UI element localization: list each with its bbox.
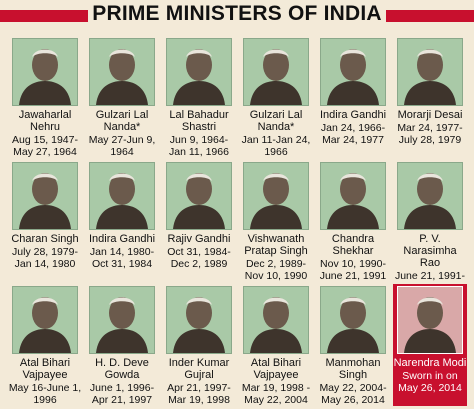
pm-grid: Jawaharlal Nehru Aug 15, 1947- May 27, 19… — [8, 36, 468, 406]
pm-name: Atal Bihari Vajpayee — [250, 357, 302, 381]
pm-name: P. V. Narasimha Rao — [403, 233, 457, 269]
pm-card: Atal Bihari Vajpayee May 16-June 1, 1996 — [8, 284, 82, 406]
person-silhouette-icon — [19, 49, 71, 105]
pm-name: Gulzari Lal Nanda* — [249, 109, 303, 133]
person-silhouette-icon — [173, 49, 225, 105]
pm-name: Atal Bihari Vajpayee — [19, 357, 71, 381]
person-silhouette-icon — [327, 49, 379, 105]
person-silhouette-icon — [173, 173, 225, 229]
pm-term-dates: May 16-June 1, 1996 — [8, 382, 82, 406]
person-silhouette-icon — [96, 173, 148, 229]
pm-name: Jawaharlal Nehru — [18, 109, 72, 133]
pm-card: Charan Singh July 28, 1979- Jan 14, 1980 — [8, 160, 82, 282]
person-silhouette-icon — [250, 173, 302, 229]
pm-name: Charan Singh — [11, 233, 79, 245]
pm-term-dates: July 28, 1979- Jan 14, 1980 — [12, 246, 78, 270]
portrait-image — [243, 38, 309, 106]
person-silhouette-icon — [327, 297, 379, 353]
portrait-image — [397, 38, 463, 106]
pm-term-dates: Mar 19, 1998 - May 22, 2004 — [241, 382, 311, 406]
header: PRIME MINISTERS OF INDIA — [0, 0, 474, 32]
pm-term-dates: Jan 24, 1966- Mar 24, 1977 — [320, 122, 386, 146]
pm-term-dates: Sworn in on May 26, 2014 — [398, 370, 462, 394]
portrait-image — [243, 162, 309, 230]
person-silhouette-icon — [173, 297, 225, 353]
portrait-image — [320, 162, 386, 230]
pm-card: Manmohan Singh May 22, 2004- May 26, 2014 — [316, 284, 390, 406]
portrait-image — [12, 286, 78, 354]
pm-term-dates: Mar 24, 1977- July 28, 1979 — [397, 122, 463, 146]
pm-term-dates: Nov 10, 1990- June 21, 1991 — [319, 258, 387, 282]
portrait-image — [89, 162, 155, 230]
portrait-image — [166, 286, 232, 354]
portrait-image — [166, 162, 232, 230]
pm-name: Gulzari Lal Nanda* — [95, 109, 149, 133]
pm-name: Indira Gandhi — [88, 233, 156, 245]
pm-name: Inder Kumar Gujral — [168, 357, 230, 381]
person-silhouette-icon — [404, 297, 456, 353]
pm-name: H. D. Deve Gowda — [95, 357, 149, 381]
pm-card: H. D. Deve Gowda June 1, 1996- Apr 21, 19… — [85, 284, 159, 406]
pm-term-dates: Jun 9, 1964- Jan 11, 1966 — [169, 134, 229, 158]
pm-card: Indira Gandhi Jan 14, 1980- Oct 31, 1984 — [85, 160, 159, 282]
pm-card: Jawaharlal Nehru Aug 15, 1947- May 27, 19… — [8, 36, 82, 158]
person-silhouette-icon — [404, 49, 456, 105]
portrait-image — [397, 286, 463, 354]
portrait-image — [243, 286, 309, 354]
pm-name: Chandra Shekhar — [331, 233, 375, 257]
pm-term-dates: Jan 14, 1980- Oct 31, 1984 — [89, 246, 155, 270]
portrait-image — [320, 286, 386, 354]
portrait-image — [12, 38, 78, 106]
person-silhouette-icon — [250, 297, 302, 353]
person-silhouette-icon — [96, 49, 148, 105]
pm-card: Lal Bahadur Shastri Jun 9, 1964- Jan 11, … — [162, 36, 236, 158]
portrait-image — [89, 38, 155, 106]
title-bar-right — [386, 10, 474, 22]
pm-card: Rajiv Gandhi Oct 31, 1984- Dec 2, 1989 — [162, 160, 236, 282]
pm-card: Indira Gandhi Jan 24, 1966- Mar 24, 1977 — [316, 36, 390, 158]
person-silhouette-icon — [327, 173, 379, 229]
pm-card: Vishwanath Pratap Singh Dec 2, 1989- Nov … — [239, 160, 313, 282]
pm-card: Chandra Shekhar Nov 10, 1990- June 21, 19… — [316, 160, 390, 282]
page-title: PRIME MINISTERS OF INDIA — [92, 2, 382, 25]
pm-card: Gulzari Lal Nanda* May 27-Jun 9, 1964 — [85, 36, 159, 158]
person-silhouette-icon — [96, 297, 148, 353]
pm-term-dates: Apr 21, 1997- Mar 19, 1998 — [167, 382, 231, 406]
pm-card: Atal Bihari Vajpayee Mar 19, 1998 - May 2… — [239, 284, 313, 406]
title-bar-left — [0, 10, 88, 22]
person-silhouette-icon — [404, 173, 456, 229]
pm-name: Morarji Desai — [397, 109, 463, 121]
portrait-image — [397, 162, 463, 230]
portrait-image — [89, 286, 155, 354]
pm-card: Morarji Desai Mar 24, 1977- July 28, 1979 — [393, 36, 467, 158]
person-silhouette-icon — [19, 173, 71, 229]
pm-card: Inder Kumar Gujral Apr 21, 1997- Mar 19, … — [162, 284, 236, 406]
pm-name: Vishwanath Pratap Singh — [244, 233, 308, 257]
pm-name: Narendra Modi — [393, 357, 467, 369]
pm-term-dates: May 22, 2004- May 26, 2014 — [319, 382, 387, 406]
pm-card: Narendra Modi Sworn in on May 26, 2014 — [393, 284, 467, 406]
person-silhouette-icon — [19, 297, 71, 353]
portrait-image — [166, 38, 232, 106]
pm-term-dates: Aug 15, 1947- May 27, 1964 — [12, 134, 78, 158]
portrait-image — [320, 38, 386, 106]
pm-term-dates: Jan 11-Jan 24, 1966 — [241, 134, 311, 158]
pm-name: Lal Bahadur Shastri — [169, 109, 229, 133]
person-silhouette-icon — [250, 49, 302, 105]
pm-name: Rajiv Gandhi — [167, 233, 231, 245]
pm-card: Gulzari Lal Nanda* Jan 11-Jan 24, 1966 — [239, 36, 313, 158]
pm-name: Indira Gandhi — [319, 109, 387, 121]
pm-term-dates: Oct 31, 1984- Dec 2, 1989 — [167, 246, 231, 270]
pm-name: Manmohan Singh — [325, 357, 381, 381]
pm-term-dates: June 1, 1996- Apr 21, 1997 — [89, 382, 155, 406]
portrait-image — [12, 162, 78, 230]
pm-term-dates: Dec 2, 1989- Nov 10, 1990 — [244, 258, 308, 282]
pm-term-dates: May 27-Jun 9, 1964 — [88, 134, 156, 158]
